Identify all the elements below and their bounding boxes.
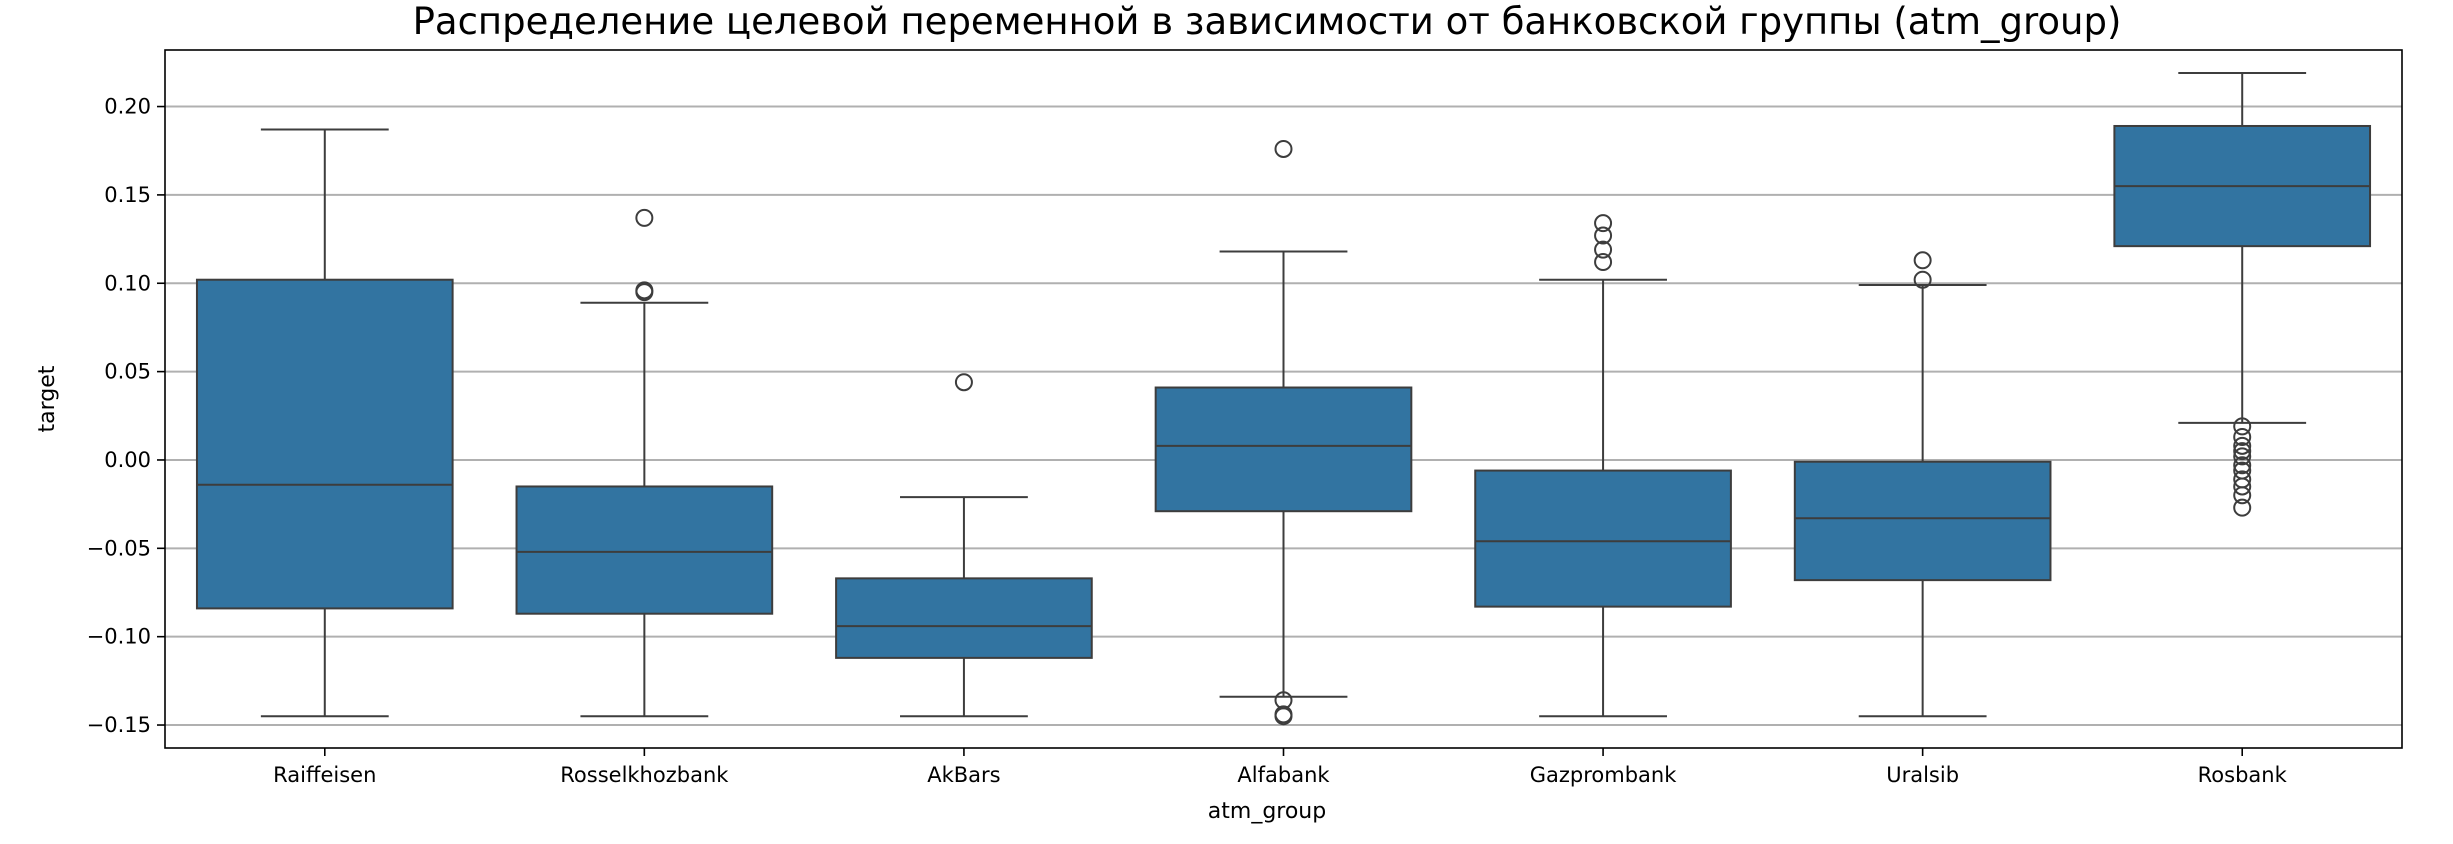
y-tick-label: 0.05 (104, 360, 151, 384)
outlier-point (635, 281, 654, 300)
box-group (195, 128, 454, 718)
x-tick-label: Alfabank (1237, 763, 1330, 787)
outlier-point (635, 208, 654, 227)
y-tick-label: 0.20 (104, 95, 151, 119)
iqr-box (1793, 460, 2052, 582)
outlier-point (2233, 436, 2252, 455)
outlier-point (2233, 498, 2252, 517)
box-group (515, 208, 774, 718)
iqr-box (1474, 469, 1732, 608)
x-axis-label: atm_group (1208, 799, 1326, 824)
outlier-point (1594, 253, 1613, 272)
outlier-point (1274, 139, 1293, 158)
iqr-box (195, 278, 454, 610)
y-tick-label: 0.10 (104, 271, 151, 295)
x-tick-label: Raiffeisen (273, 763, 376, 787)
outlier-point (1594, 240, 1613, 259)
y-axis-ticks: −0.15 −0.10 −0.05 0.00 0.05 0.10 0.15 0.20 (87, 95, 165, 737)
y-tick-label: −0.10 (87, 625, 151, 649)
x-tick-label: Rosselkhozbank (560, 763, 729, 787)
y-tick-label: 0.15 (104, 183, 151, 207)
outlier-point (1913, 251, 1932, 270)
outlier-point (954, 373, 973, 392)
outlier-point (1274, 707, 1293, 726)
outlier-point (1913, 270, 1932, 289)
box-group (2113, 71, 2372, 517)
x-tick-label: Gazprombank (1530, 763, 1677, 787)
outlier-point (2233, 427, 2252, 446)
chart-title: Распределение целевой переменной в завис… (413, 0, 2122, 43)
x-axis-ticks: Raiffeisen Rosselkhozbank AkBars Alfabank Ga… (273, 748, 2288, 787)
iqr-box (515, 485, 774, 615)
outlier-point (2233, 486, 2252, 505)
outlier-point (2233, 442, 2252, 461)
outlier-point (2233, 477, 2252, 496)
x-tick-label: AkBars (927, 763, 1000, 787)
x-tick-label: Rosbank (2198, 763, 2288, 787)
outlier-point (2233, 456, 2252, 475)
outlier-point (1594, 214, 1613, 233)
outlier-point (2233, 447, 2252, 466)
y-tick-label: −0.05 (87, 536, 151, 560)
box-group (835, 373, 1093, 718)
y-tick-label: −0.15 (87, 713, 151, 737)
box-group (1154, 139, 1413, 726)
iqr-box (835, 577, 1093, 659)
iqr-box (1154, 386, 1413, 513)
y-tick-label: 0.00 (104, 448, 151, 472)
outlier-point (1594, 226, 1613, 245)
x-tick-label: Uralsib (1886, 763, 1959, 787)
outlier-point (2233, 417, 2252, 436)
box-group (1474, 214, 1732, 718)
box-group (1793, 251, 2052, 718)
y-axis-label: target (35, 365, 60, 432)
boxes (195, 71, 2372, 726)
